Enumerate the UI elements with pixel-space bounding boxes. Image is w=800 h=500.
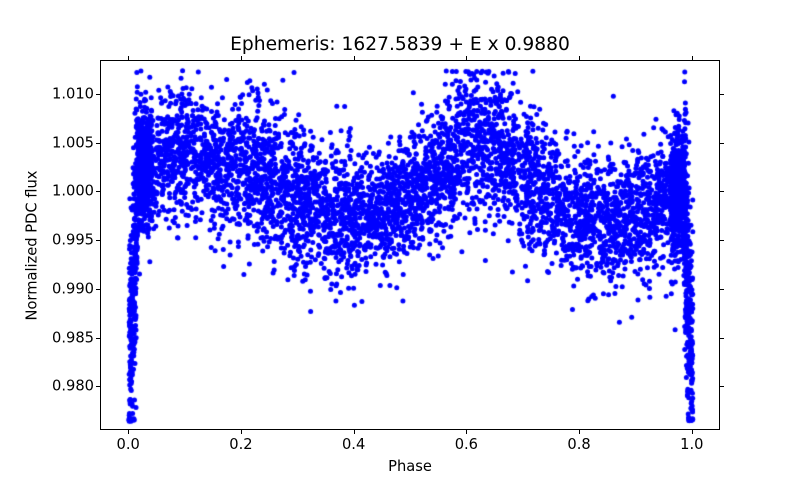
ytick-mark [720, 94, 724, 95]
xtick-label: 0.2 [229, 436, 252, 453]
ytick-mark [96, 143, 100, 144]
ytick-mark [720, 338, 724, 339]
scatter-canvas [101, 61, 721, 431]
xtick-mark [579, 430, 580, 434]
ytick-mark [96, 386, 100, 387]
ytick-mark [720, 240, 724, 241]
y-axis-label: Normalized PDC flux [24, 166, 41, 326]
xtick-mark [241, 430, 242, 434]
xtick-mark [354, 430, 355, 434]
figure: Ephemeris: 1627.5839 + E x 0.9880 Phase … [0, 0, 800, 500]
ytick-mark [720, 386, 724, 387]
ytick-label: 0.985 [50, 329, 94, 346]
ytick-mark [96, 338, 100, 339]
ytick-mark [96, 240, 100, 241]
chart-title: Ephemeris: 1627.5839 + E x 0.9880 [0, 34, 800, 55]
axes [100, 60, 720, 430]
ytick-mark [96, 94, 100, 95]
ytick-label: 1.010 [50, 86, 94, 103]
ytick-label: 1.000 [50, 183, 94, 200]
ytick-label: 0.995 [50, 232, 94, 249]
ytick-mark [720, 191, 724, 192]
ytick-mark [720, 143, 724, 144]
xtick-label: 0.4 [342, 436, 365, 453]
xtick-label: 0.6 [455, 436, 478, 453]
ytick-mark [96, 289, 100, 290]
xtick-mark [354, 56, 355, 60]
xtick-label: 0.0 [117, 436, 140, 453]
xtick-mark [579, 56, 580, 60]
ytick-label: 1.005 [50, 134, 94, 151]
x-axis-label: Phase [100, 458, 720, 475]
ytick-mark [96, 191, 100, 192]
ytick-mark [720, 289, 724, 290]
xtick-mark [692, 430, 693, 434]
xtick-mark [128, 430, 129, 434]
xtick-mark [128, 56, 129, 60]
ytick-label: 0.980 [50, 378, 94, 395]
xtick-mark [241, 56, 242, 60]
xtick-label: 1.0 [680, 436, 703, 453]
xtick-mark [466, 430, 467, 434]
xtick-mark [692, 56, 693, 60]
xtick-mark [466, 56, 467, 60]
ytick-label: 0.990 [50, 280, 94, 297]
xtick-label: 0.8 [567, 436, 590, 453]
